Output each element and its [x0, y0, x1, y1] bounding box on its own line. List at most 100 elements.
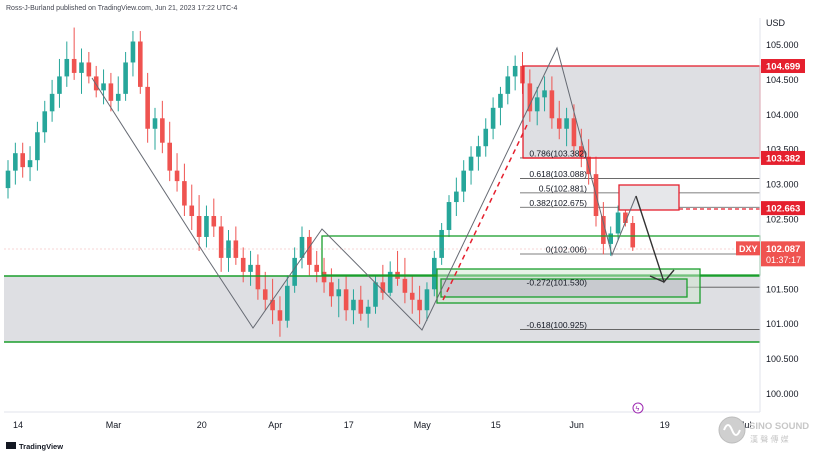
candle-body — [292, 257, 297, 286]
x-tick-label: 15 — [491, 420, 501, 430]
publisher-line: Ross-J-Burland published on TradingView.… — [6, 5, 237, 12]
candle-body — [417, 299, 422, 311]
candle-body — [196, 216, 202, 237]
price-tag-bg — [761, 150, 805, 165]
zigzag-pattern — [91, 46, 637, 331]
candle-body — [432, 257, 437, 290]
footer-brand: TradingView — [19, 442, 63, 451]
candle-body — [505, 76, 511, 94]
x-tick-label: May — [414, 420, 432, 430]
candle-body — [307, 236, 312, 265]
candle-body — [130, 41, 136, 63]
upper-resistance-zone — [523, 66, 760, 158]
symbol-tag-bg — [736, 241, 760, 256]
fib-label-0: 0.786(103.382) — [529, 148, 587, 158]
watermark-text: SINO SOUND — [749, 421, 809, 432]
candle-body — [35, 132, 40, 161]
candle-body — [101, 83, 106, 91]
fib-label-4: 0(102.006) — [546, 244, 587, 254]
candle-body — [542, 90, 547, 98]
current-price-bg — [761, 241, 805, 267]
candle-body — [49, 93, 55, 112]
candle-body — [409, 292, 415, 300]
candle-body — [615, 212, 621, 234]
candle-body — [527, 83, 533, 112]
candle-body — [27, 160, 33, 168]
candle-body — [579, 146, 584, 157]
x-tick-label: Jun — [569, 420, 584, 430]
projection-arrow-head — [649, 275, 665, 283]
candle-body — [13, 153, 18, 171]
candle-body — [329, 282, 334, 297]
y-tick-label: 102.500 — [766, 215, 799, 225]
candle-body — [93, 76, 99, 91]
sino-sound-logo: SINO SOUND 漢 聲 傳 媒 — [718, 416, 809, 444]
candle-body — [174, 170, 180, 182]
candle-body — [556, 118, 562, 129]
candle-body — [358, 299, 364, 314]
candle-body — [454, 191, 459, 203]
current-price: 102.087 — [766, 244, 800, 255]
y-tick-label: 103.500 — [766, 145, 799, 155]
price-tag-label: 104.699 — [766, 62, 800, 73]
price-tag-label: 102.663 — [766, 204, 800, 215]
x-axis: 14 Mar 20 Apr 17 May 15 Jun 19 Jul — [13, 420, 751, 430]
x-tick-label: 17 — [344, 420, 354, 430]
candle-body — [623, 212, 628, 223]
x-tick-label: 20 — [197, 420, 207, 430]
candle-body — [145, 86, 150, 129]
candle-body — [490, 107, 496, 129]
event-icon[interactable] — [632, 402, 644, 414]
candle-body — [498, 93, 503, 108]
candle-body — [20, 153, 25, 168]
y-tick-label: 100.500 — [766, 354, 799, 364]
y-tick-label: 101.500 — [766, 284, 799, 294]
drawings — [4, 46, 761, 343]
candle-body — [321, 271, 327, 283]
candle-body — [512, 65, 518, 77]
candle-body — [424, 289, 430, 311]
x-tick-label: Jul — [740, 420, 752, 430]
candle-body — [549, 90, 555, 119]
y-tick-label: 100.000 — [766, 389, 799, 399]
candle-body — [182, 181, 187, 206]
candle-body — [42, 111, 48, 133]
fib-labels: 0.786(103.382) 0.618(103.088) 0.5(102.881)… — [527, 148, 588, 329]
candle-body — [343, 289, 349, 311]
y-tick-label: 104.000 — [766, 110, 799, 120]
candle-body — [255, 264, 261, 290]
candle-body — [262, 289, 268, 300]
x-tick-label: 19 — [660, 420, 670, 430]
fib-label-6: -0.618(100.925) — [527, 320, 588, 330]
candle-body — [336, 289, 342, 297]
price-tag-bg — [761, 201, 805, 216]
candle-body — [152, 118, 158, 129]
candle-body — [402, 278, 408, 293]
candle-body — [571, 118, 577, 147]
candle-body — [233, 240, 239, 258]
candle-body — [601, 216, 606, 244]
x-tick-label: Mar — [106, 420, 122, 430]
candle-body — [608, 233, 613, 244]
symbol-tag: DXY — [739, 244, 758, 254]
candle-body — [270, 299, 275, 311]
candle-body — [380, 282, 386, 293]
candle-body — [189, 205, 195, 217]
price-tag-bg — [761, 59, 805, 74]
fib-label-5: -0.272(101.530) — [527, 278, 588, 288]
target-box-inner — [440, 278, 688, 298]
candle-body — [476, 146, 481, 157]
watermark-sub: 漢 聲 傳 媒 — [750, 434, 789, 444]
y-tick-label: 103.000 — [766, 180, 799, 190]
candle-body — [138, 41, 143, 87]
candle-body — [57, 76, 62, 94]
y-tick-label: 104.500 — [766, 75, 799, 85]
candle-body — [71, 58, 77, 73]
candle-body — [79, 62, 84, 73]
candle-body — [461, 170, 466, 192]
candle-body — [218, 226, 224, 258]
x-tick-label: 14 — [13, 420, 23, 430]
fib-label-1: 0.618(103.088) — [529, 169, 587, 179]
